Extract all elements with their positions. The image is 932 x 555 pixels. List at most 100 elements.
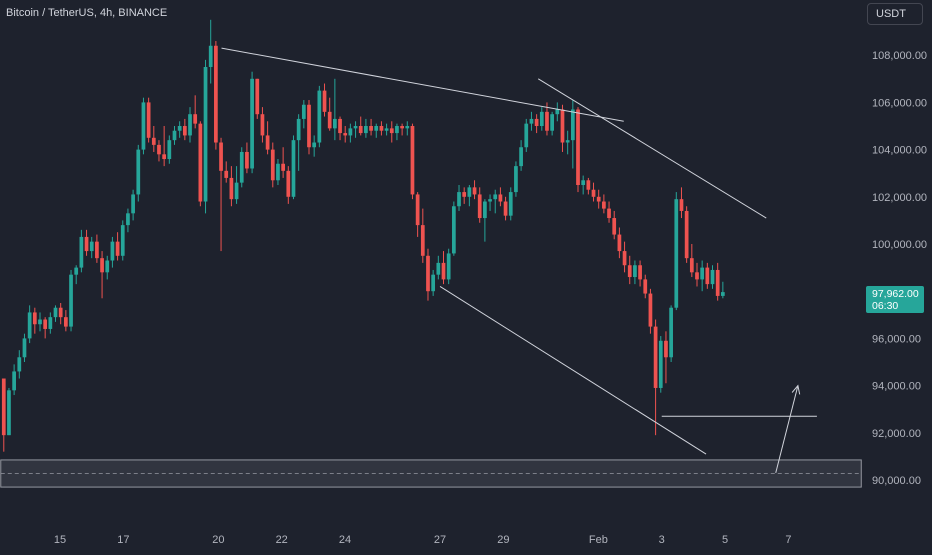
candle	[141, 97, 146, 155]
candle	[234, 166, 239, 204]
candle	[617, 227, 622, 259]
candle	[436, 255, 441, 280]
candle	[167, 135, 172, 164]
candle-body	[307, 104, 311, 148]
candle-body	[193, 114, 198, 124]
candle	[508, 187, 513, 221]
candle-body	[100, 258, 104, 273]
candle-body	[322, 90, 327, 112]
candle	[229, 166, 234, 207]
candle-body	[43, 319, 48, 329]
candle	[374, 123, 379, 138]
candle-body	[431, 274, 436, 292]
candle	[545, 102, 549, 136]
candle	[84, 229, 89, 256]
candle	[182, 118, 187, 141]
candle-body	[576, 109, 580, 185]
candle	[395, 123, 399, 141]
candle-body	[570, 109, 575, 141]
candle	[157, 140, 161, 162]
candle	[214, 41, 218, 150]
candle	[420, 208, 425, 263]
candle	[472, 180, 477, 200]
candle-body	[203, 67, 208, 202]
candle	[291, 135, 296, 200]
candle-body	[172, 130, 177, 141]
candle-body	[338, 118, 342, 134]
candle	[69, 269, 73, 332]
candle-body	[229, 177, 234, 200]
candle-body	[715, 269, 720, 296]
candle-body	[32, 312, 37, 325]
candle	[705, 262, 710, 289]
candle	[483, 199, 487, 242]
candle	[581, 175, 586, 195]
candle	[317, 85, 322, 148]
candle	[519, 140, 523, 171]
candle	[560, 104, 565, 152]
candle-body	[214, 45, 218, 143]
candle-body	[157, 144, 161, 155]
candle-body	[63, 317, 68, 327]
candle-body	[358, 126, 363, 134]
candle	[695, 262, 699, 287]
candle	[612, 210, 617, 240]
candle-body	[120, 225, 125, 256]
candle-body	[27, 312, 32, 339]
candle	[638, 260, 642, 287]
candle	[524, 118, 529, 152]
candle-body	[182, 126, 187, 136]
candle	[95, 234, 99, 263]
currency-button[interactable]: USDT	[867, 3, 923, 25]
candle	[384, 123, 389, 136]
y-axis-tick-label: 106,000.00	[872, 97, 927, 109]
candle	[529, 111, 534, 131]
candle-body	[529, 118, 534, 124]
candle	[410, 123, 415, 200]
candle	[255, 78, 260, 119]
candle-body	[695, 272, 699, 280]
candle-body	[700, 267, 705, 280]
candle	[188, 107, 192, 143]
candle-body	[545, 111, 549, 131]
candle-body	[467, 187, 472, 197]
candle-body	[560, 109, 565, 143]
y-axis-tick-label: 90,000.00	[872, 475, 921, 487]
candle-body	[508, 192, 513, 216]
candle-body	[53, 307, 58, 318]
candle-body	[291, 140, 296, 197]
candle	[710, 265, 715, 289]
candle-body	[110, 241, 115, 261]
projection-arrow	[775, 385, 799, 474]
candle-body	[151, 137, 156, 145]
candle-body	[255, 78, 260, 115]
candle	[715, 262, 720, 301]
candle	[591, 182, 596, 202]
candle	[607, 201, 611, 223]
candle	[400, 123, 404, 136]
candle	[198, 121, 203, 207]
candle-body	[503, 201, 508, 216]
candle-body	[710, 269, 715, 285]
candle-body	[84, 236, 89, 252]
candle	[100, 251, 104, 299]
candle	[239, 147, 244, 188]
candle	[674, 192, 679, 311]
candle	[586, 177, 591, 195]
candle	[514, 161, 518, 197]
candle-body	[488, 199, 492, 202]
candle-body	[627, 265, 632, 278]
candle-body	[689, 258, 694, 273]
x-axis-tick-label: 3	[659, 534, 665, 546]
candle-body	[177, 126, 182, 131]
x-axis-tick-label: 7	[785, 534, 791, 546]
candle	[405, 121, 410, 136]
candle-body	[643, 279, 648, 294]
x-axis-tick-label: 15	[54, 534, 66, 546]
candle	[596, 189, 601, 209]
candle-body	[369, 126, 373, 131]
candle-body	[7, 390, 11, 436]
candle-body	[426, 255, 430, 292]
